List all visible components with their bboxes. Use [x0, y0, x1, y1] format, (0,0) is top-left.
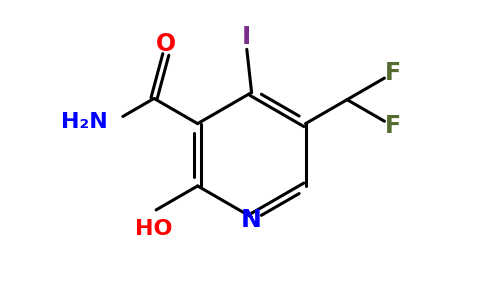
Text: HO: HO [135, 219, 172, 238]
Text: N: N [241, 208, 262, 232]
Text: F: F [385, 114, 401, 138]
Text: H₂N: H₂N [61, 112, 108, 132]
Text: F: F [385, 61, 401, 85]
Text: I: I [242, 25, 251, 49]
Text: O: O [156, 32, 176, 56]
